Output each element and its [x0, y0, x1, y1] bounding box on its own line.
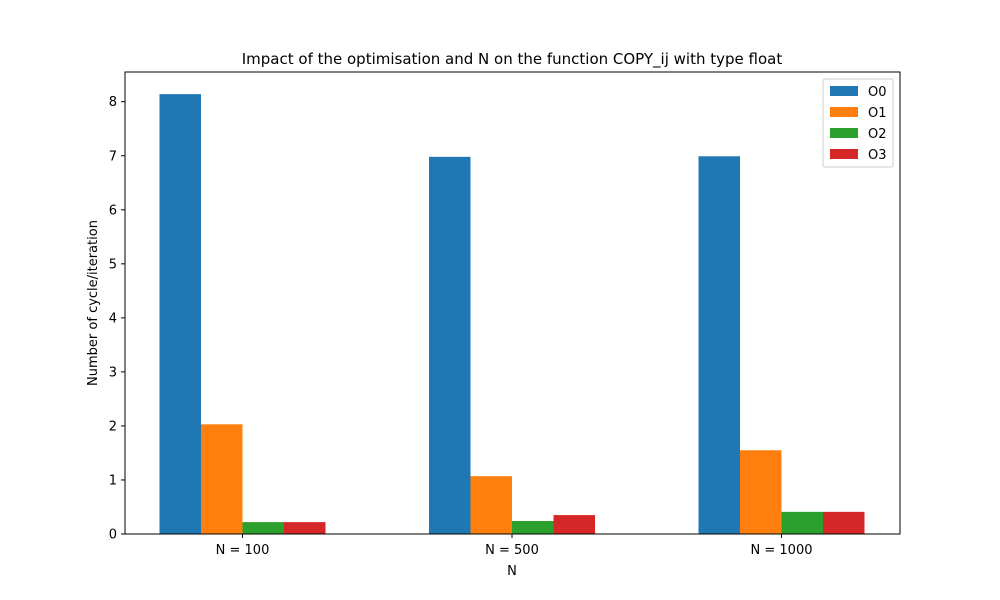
legend-label-o1: O1	[868, 106, 887, 121]
x-tick-label: N = 100	[216, 543, 270, 558]
y-tick-label: 6	[109, 203, 117, 218]
bar-o2-1	[242, 522, 284, 534]
y-tick-label: 1	[109, 473, 117, 488]
bars-group	[159, 94, 865, 534]
x-axis-label: N	[507, 564, 517, 579]
x-tick-label: N = 1000	[751, 543, 813, 558]
y-tick-label: 0	[109, 528, 117, 543]
y-axis-label: Number of cycle/iteration	[86, 220, 101, 386]
bar-o0-2	[429, 156, 471, 534]
legend: O0 O1 O2 O3	[822, 78, 894, 168]
y-tick-label: 7	[109, 149, 117, 164]
legend-box	[822, 78, 894, 168]
chart-title: Impact of the optimisation and N on the …	[242, 50, 783, 69]
plot-frame	[124, 71, 901, 535]
bar-o1-3	[740, 450, 782, 534]
y-tick-label: 4	[109, 311, 117, 326]
bar-o1-2	[470, 476, 512, 534]
legend-swatch-o2	[830, 128, 858, 138]
legend-label-o3: O3	[868, 148, 887, 163]
x-axis: N = 100 N = 500 N = 1000	[216, 534, 813, 558]
y-tick-label: 8	[109, 95, 117, 110]
x-tick-label: N = 500	[485, 543, 539, 558]
y-tick-label: 3	[109, 365, 117, 380]
legend-label-o0: O0	[868, 85, 887, 100]
y-axis: 0 1 2 3 4 5 6 7 8	[109, 95, 125, 543]
bar-o1-1	[201, 424, 243, 534]
bar-o0-1	[159, 94, 201, 534]
legend-swatch-o0	[830, 86, 858, 96]
y-tick-label: 5	[109, 257, 117, 272]
y-tick-label: 2	[109, 419, 117, 434]
bar-o2-2	[512, 521, 554, 534]
bar-o3-1	[284, 522, 326, 534]
bar-o2-3	[781, 511, 823, 534]
legend-label-o2: O2	[868, 127, 887, 142]
bar-o3-2	[553, 515, 595, 534]
legend-swatch-o1	[830, 107, 858, 117]
bar-o0-3	[698, 156, 740, 534]
bar-o3-3	[823, 511, 865, 534]
legend-swatch-o3	[830, 149, 858, 159]
